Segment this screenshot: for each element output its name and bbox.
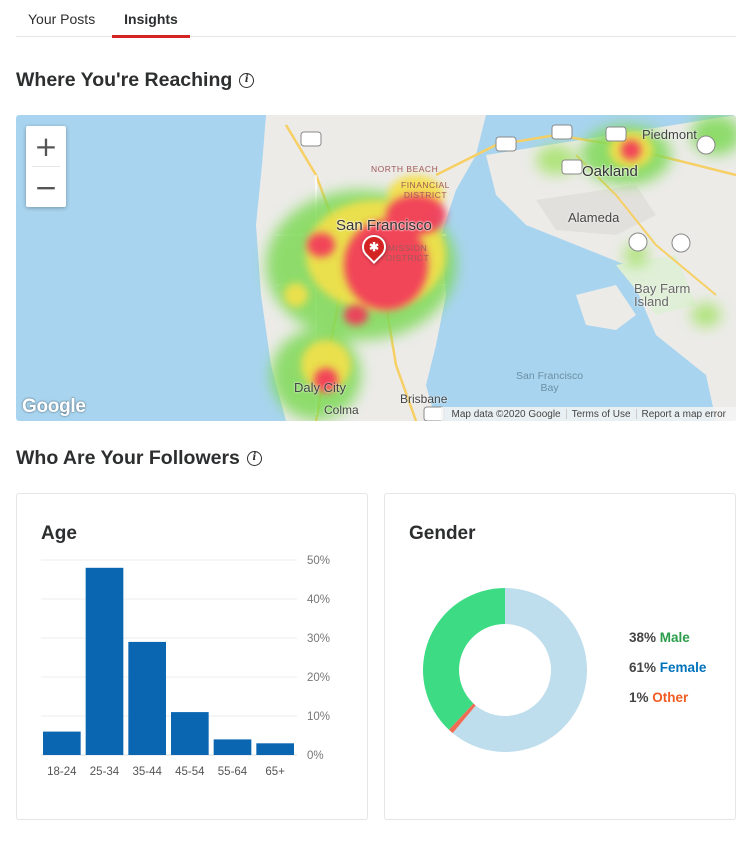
zoom-control: + − [26,126,66,207]
y-tick-label: 40% [307,594,330,606]
age-bar-45-54[interactable] [171,712,209,755]
info-icon[interactable]: i [246,451,262,466]
donut-slice-other[interactable] [448,703,476,734]
x-tick-label: 45-54 [175,766,205,778]
reach-section-title: Where You're Reaching i [16,69,255,92]
reach-title: Where You're Reaching [16,69,233,91]
label-daly-city: Daly City [294,380,347,395]
legend-other: 1% Other [629,690,688,705]
label-mission-district: MISSION DISTRICT [386,243,430,263]
tab-insights[interactable]: Insights [112,11,190,38]
male-percent: 38% [629,630,657,645]
y-tick-label: 0% [307,750,324,762]
x-tick-label: 65+ [265,766,285,778]
zoom-in-button[interactable]: + [34,129,58,163]
y-tick-label: 10% [307,711,330,723]
footer-divider [565,409,567,419]
female-label: Female [659,660,707,675]
info-icon[interactable]: i [239,73,255,88]
label-north-beach: NORTH BEACH [371,164,439,174]
tab-your-posts[interactable]: Your Posts [28,11,96,27]
gender-card-title: Gender [409,523,476,544]
age-card: Age 0% 10% 20% 30% 40% 50% 18-24 25-34 35-44 45-5… [16,493,368,820]
y-tick-label: 50% [307,555,330,567]
reach-heatmap[interactable]: San Francisco Oakland Alameda Piedmont B… [16,115,736,421]
zoom-divider [32,166,60,167]
map-data-text: Map data ©2020 Google [451,408,561,420]
label-piedmont: Piedmont [642,127,697,142]
y-tick-label: 30% [307,633,330,645]
x-tick-label: 18-24 [47,766,77,778]
other-percent: 1% [629,690,649,705]
age-bar-25-34[interactable] [85,567,124,755]
followers-section-title: Who Are Your Followers i [16,447,262,470]
x-tick-label: 55-64 [218,766,248,778]
label-sf-bay: San Francisco Bay [516,370,584,394]
label-brisbane: Brisbane [400,392,448,406]
donut-slice-male[interactable] [423,588,505,730]
legend-male: 38% Male [629,630,690,645]
yelp-burst-icon: ✱ [368,240,380,254]
x-tick-label: 35-44 [132,766,162,778]
label-san-francisco: San Francisco [336,217,432,234]
gender-card: Gender 38% Male 61% Female 1% Other [384,493,736,820]
label-oakland: Oakland [582,163,638,180]
footer-divider [635,409,637,419]
age-bar-chart: 0% 10% 20% 30% 40% 50% 18-24 25-34 35-44 45-54 55-… [41,555,330,778]
label-alameda: Alameda [568,210,620,225]
legend-female: 61% Female [629,660,706,675]
map-canvas [256,115,736,421]
gender-donut-chart [423,588,587,752]
label-bay-farm: Bay Farm Island [634,281,691,309]
age-card-title: Age [41,523,77,544]
followers-title: Who Are Your Followers [16,447,240,469]
age-bar-18-24[interactable] [43,731,81,755]
male-label: Male [659,630,690,645]
female-percent: 61% [629,660,657,675]
label-colma: Colma [324,403,359,417]
terms-of-use-link[interactable]: Terms of Use [571,408,631,420]
report-map-error-link[interactable]: Report a map error [641,408,726,420]
other-label: Other [652,690,689,705]
age-bar-35-44[interactable] [128,641,166,755]
age-bar-55-64[interactable] [213,739,252,755]
label-financial-district: FINANCIAL DISTRICT [401,180,450,200]
y-tick-label: 20% [307,672,330,684]
google-logo: Google [22,396,86,417]
age-bar-65+[interactable] [256,743,294,755]
donut-slice-female[interactable] [452,588,587,752]
map-attribution: Map data ©2020 Google Terms of Use Repor… [441,407,736,421]
zoom-out-button[interactable]: − [34,170,58,204]
tab-bar: Your Posts Insights [16,0,736,38]
x-tick-label: 25-34 [90,766,120,778]
